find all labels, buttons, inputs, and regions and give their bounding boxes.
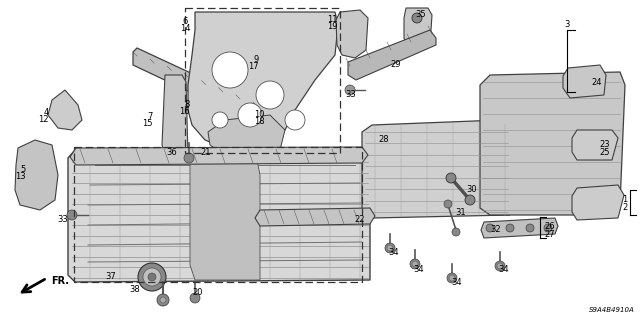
Bar bbox=[185, 8, 340, 153]
Circle shape bbox=[212, 112, 228, 128]
Circle shape bbox=[446, 173, 456, 183]
Polygon shape bbox=[48, 90, 82, 130]
Text: 6: 6 bbox=[182, 17, 188, 26]
Polygon shape bbox=[70, 147, 368, 165]
Text: 7: 7 bbox=[148, 112, 153, 121]
Text: 8: 8 bbox=[184, 100, 190, 109]
Circle shape bbox=[190, 293, 200, 303]
Bar bbox=[74, 147, 362, 282]
Circle shape bbox=[444, 200, 452, 208]
Text: 25: 25 bbox=[599, 148, 609, 157]
Circle shape bbox=[212, 52, 248, 88]
Circle shape bbox=[495, 261, 505, 271]
Circle shape bbox=[238, 103, 262, 127]
Circle shape bbox=[449, 275, 455, 281]
Polygon shape bbox=[336, 10, 368, 58]
Text: 4: 4 bbox=[44, 108, 49, 117]
Text: 30: 30 bbox=[466, 185, 477, 194]
Text: 14: 14 bbox=[180, 24, 190, 33]
Text: 28: 28 bbox=[378, 135, 388, 144]
Text: 34: 34 bbox=[413, 265, 424, 274]
Circle shape bbox=[385, 243, 395, 253]
Polygon shape bbox=[255, 208, 375, 226]
Text: 1: 1 bbox=[622, 195, 627, 204]
Polygon shape bbox=[563, 65, 606, 98]
Circle shape bbox=[526, 224, 534, 232]
Text: 21: 21 bbox=[200, 148, 211, 157]
Text: 19: 19 bbox=[328, 22, 338, 31]
Polygon shape bbox=[162, 75, 188, 165]
Text: 11: 11 bbox=[328, 15, 338, 24]
Text: 17: 17 bbox=[248, 62, 259, 71]
Polygon shape bbox=[481, 218, 558, 238]
Text: 22: 22 bbox=[354, 215, 365, 224]
Text: 3: 3 bbox=[564, 20, 570, 29]
Circle shape bbox=[138, 263, 166, 291]
Text: 9: 9 bbox=[253, 55, 259, 64]
Polygon shape bbox=[362, 120, 510, 218]
Polygon shape bbox=[572, 185, 624, 220]
Circle shape bbox=[148, 273, 156, 281]
Circle shape bbox=[452, 228, 460, 236]
Circle shape bbox=[465, 195, 475, 205]
Circle shape bbox=[410, 259, 420, 269]
Text: 20: 20 bbox=[192, 288, 202, 297]
Text: 16: 16 bbox=[179, 107, 190, 116]
Text: 34: 34 bbox=[451, 278, 461, 287]
Text: 35: 35 bbox=[415, 10, 426, 19]
Circle shape bbox=[412, 13, 422, 23]
Text: 23: 23 bbox=[599, 140, 610, 149]
Circle shape bbox=[256, 81, 284, 109]
Circle shape bbox=[143, 268, 161, 286]
Text: 24: 24 bbox=[591, 78, 602, 87]
Polygon shape bbox=[208, 115, 285, 158]
Text: 33: 33 bbox=[345, 90, 356, 99]
Text: FR.: FR. bbox=[51, 276, 69, 286]
Circle shape bbox=[486, 224, 494, 232]
Circle shape bbox=[506, 224, 514, 232]
Text: 31: 31 bbox=[455, 208, 466, 217]
Circle shape bbox=[285, 110, 305, 130]
Text: 34: 34 bbox=[498, 265, 509, 274]
Text: S9A4B4910A: S9A4B4910A bbox=[589, 307, 635, 313]
Circle shape bbox=[497, 263, 503, 269]
Text: 32: 32 bbox=[490, 225, 500, 234]
Text: 2: 2 bbox=[622, 203, 627, 212]
Polygon shape bbox=[404, 8, 432, 50]
Polygon shape bbox=[572, 130, 618, 160]
Circle shape bbox=[184, 153, 194, 163]
Text: 15: 15 bbox=[143, 119, 153, 128]
Text: 26: 26 bbox=[544, 222, 555, 231]
Text: 38: 38 bbox=[129, 285, 140, 294]
Circle shape bbox=[345, 85, 355, 95]
Circle shape bbox=[447, 273, 457, 283]
Polygon shape bbox=[190, 150, 260, 280]
Text: 13: 13 bbox=[15, 172, 26, 181]
Polygon shape bbox=[15, 140, 58, 210]
Text: 27: 27 bbox=[544, 230, 555, 239]
Polygon shape bbox=[68, 148, 370, 282]
Text: 33: 33 bbox=[57, 215, 68, 224]
Text: 34: 34 bbox=[388, 248, 399, 257]
Circle shape bbox=[157, 294, 169, 306]
Polygon shape bbox=[480, 72, 625, 215]
Polygon shape bbox=[188, 12, 338, 152]
Text: 18: 18 bbox=[254, 117, 265, 126]
Text: 37: 37 bbox=[105, 272, 116, 281]
Circle shape bbox=[544, 224, 552, 232]
Polygon shape bbox=[348, 30, 436, 80]
Text: 10: 10 bbox=[255, 110, 265, 119]
Circle shape bbox=[67, 210, 77, 220]
Text: 36: 36 bbox=[166, 148, 177, 157]
Text: 29: 29 bbox=[390, 60, 401, 69]
Circle shape bbox=[387, 245, 393, 251]
Polygon shape bbox=[133, 48, 255, 118]
Text: 12: 12 bbox=[38, 115, 49, 124]
Text: 5: 5 bbox=[20, 165, 26, 174]
Circle shape bbox=[160, 297, 166, 303]
Circle shape bbox=[412, 261, 418, 267]
